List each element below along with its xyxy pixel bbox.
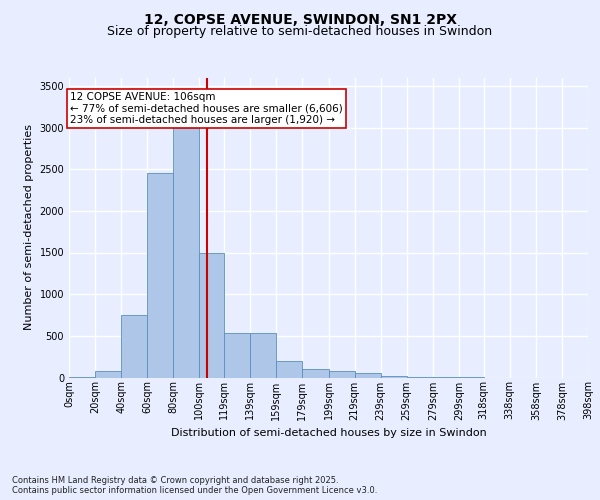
X-axis label: Distribution of semi-detached houses by size in Swindon: Distribution of semi-detached houses by … [170,428,487,438]
Bar [329,371,355,378]
Bar [199,252,224,378]
Bar [380,376,407,378]
Bar [173,111,199,378]
Text: Size of property relative to semi-detached houses in Swindon: Size of property relative to semi-detach… [107,25,493,38]
Text: 12, COPSE AVENUE, SWINDON, SN1 2PX: 12, COPSE AVENUE, SWINDON, SN1 2PX [143,12,457,26]
Text: 12 COPSE AVENUE: 106sqm
← 77% of semi-detached houses are smaller (6,606)
23% of: 12 COPSE AVENUE: 106sqm ← 77% of semi-de… [70,92,343,125]
Bar [121,315,147,378]
Bar [69,376,95,378]
Bar [277,361,302,378]
Bar [147,174,173,378]
Text: Contains HM Land Registry data © Crown copyright and database right 2025.
Contai: Contains HM Land Registry data © Crown c… [12,476,377,495]
Bar [95,371,121,378]
Bar [250,334,277,378]
Bar [224,334,250,378]
Y-axis label: Number of semi-detached properties: Number of semi-detached properties [24,124,34,330]
Bar [302,369,329,378]
Bar [355,374,380,378]
